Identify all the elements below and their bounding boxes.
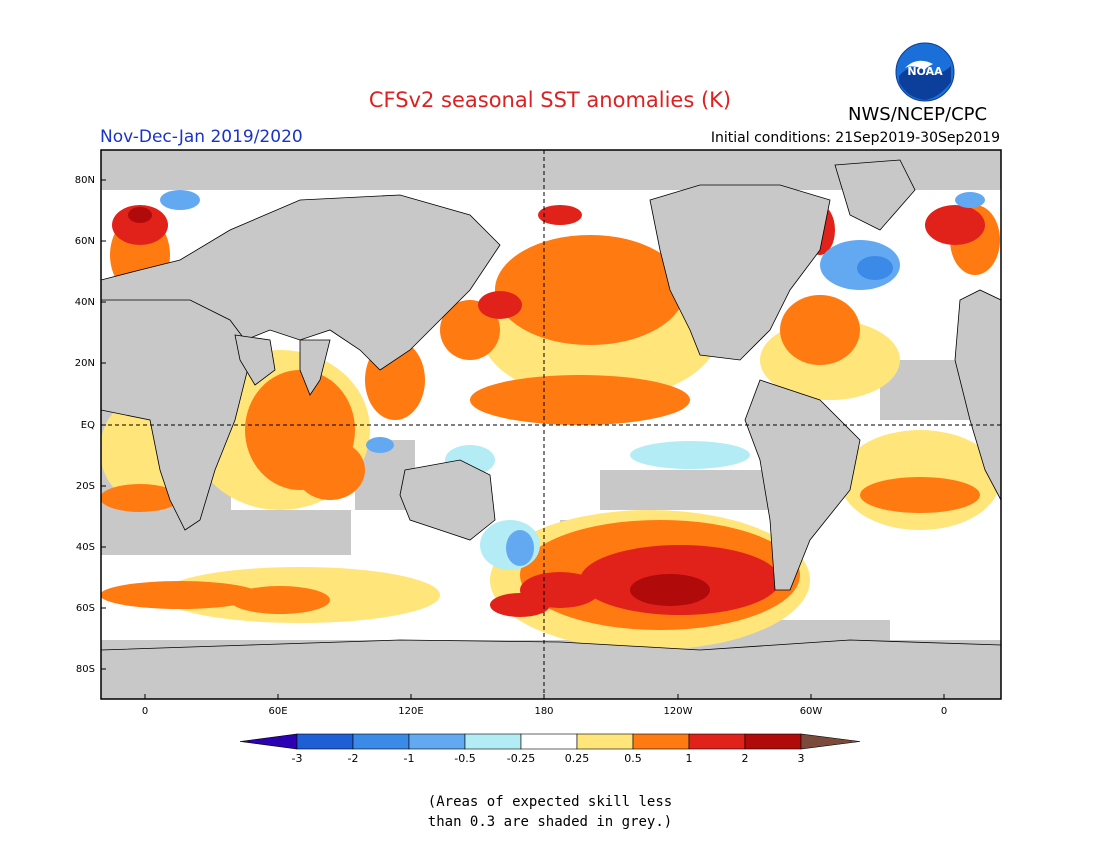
colorbar-segment [296,733,354,750]
lat-label: 40S [76,542,95,553]
india [299,339,331,396]
colorbar-segment [576,733,634,750]
lon-label: 120W [664,706,693,717]
colorbar-segment [744,733,802,750]
colorbar-segment [688,733,746,750]
australia [399,459,496,541]
greenland [834,159,916,231]
colorbar-label: 0.25 [565,752,590,765]
lon-label: 0 [142,706,148,717]
lon-label: 60W [800,706,823,717]
colorbar-label: -0.25 [507,752,535,765]
latitude-axis: 80N 60N 40N 20N EQ 20S 40S 60S 80S [75,175,106,675]
colorbar-segment [408,733,466,750]
colorbar-segment [632,733,690,750]
colorbar-segment [464,733,522,750]
lon-label: 60E [268,706,287,717]
north-america [649,184,831,361]
colorbar-segment [520,733,578,750]
skill-note: (Areas of expected skill less than 0.3 a… [0,792,1100,832]
lat-label: EQ [81,420,95,431]
africa-right [954,289,1001,501]
colorbar: -3 -2 -1 -0.5 -0.25 0.25 0.5 1 2 3 [239,733,861,765]
map-title: CFSv2 seasonal SST anomalies (K) [368,88,732,112]
antarctica [101,639,1001,699]
colorbar-label: -1 [404,752,415,765]
arabia [234,334,276,386]
longitude-axis: 0 60E 120E 180 120W 60W 0 [142,694,947,717]
lat-label: 60S [76,603,95,614]
colorbar-label: 1 [686,752,693,765]
colorbar-label: 3 [798,752,805,765]
colorbar-label: -0.5 [454,752,475,765]
lon-label: 0 [941,706,947,717]
noaa-logo-text: NOAA [907,65,943,78]
eurasia [101,194,501,371]
lon-label: 180 [534,706,553,717]
lon-label: 120E [398,706,423,717]
colorbar-label: 2 [742,752,749,765]
noaa-logo: NOAA [895,42,955,102]
lat-label: 80S [76,664,95,675]
anomaly-2-3 [128,207,710,606]
lat-label: 60N [75,236,95,247]
agency-label: NWS/NCEP/CPC [848,104,988,125]
colorbar-label: -2 [348,752,359,765]
lat-label: 20N [75,358,95,369]
initial-conditions: Initial conditions: 21Sep2019-30Sep2019 [710,130,1000,146]
lat-label: 80N [75,175,95,186]
forecast-period: Nov-Dec-Jan 2019/2020 [100,127,303,147]
south-america [744,379,861,591]
skill-note-line-2: than 0.3 are shaded in grey.) [427,814,673,830]
colorbar-segment [352,733,410,750]
lat-label: 40N [75,297,95,308]
skill-note-line-1: (Areas of expected skill less [427,794,673,810]
lat-label: 20S [76,481,95,492]
land-masses [101,159,1001,699]
colorbar-arrow-low [239,733,298,750]
colorbar-label: 0.5 [624,752,642,765]
colorbar-label: -3 [292,752,303,765]
colorbar-arrow-high [800,733,861,750]
